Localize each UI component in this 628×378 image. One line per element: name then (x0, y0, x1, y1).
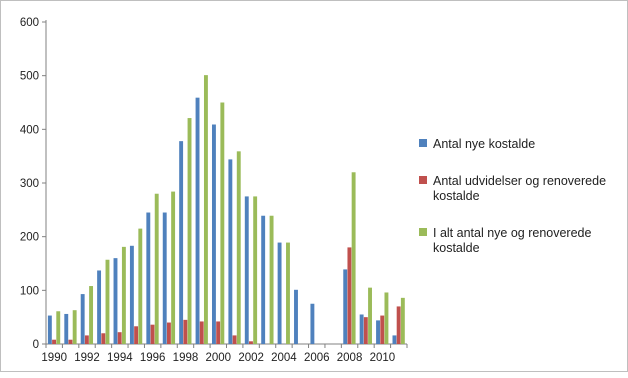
x-tick-label: 2010 (370, 352, 396, 364)
legend-swatch (419, 139, 427, 147)
bar-1-1997 (162, 212, 167, 344)
legend-item-3: I alt antal nye og renoverede kostalde (419, 226, 591, 255)
bar-1-2006 (310, 303, 315, 344)
bar-1-1999 (195, 97, 200, 344)
bar-3-2000 (220, 102, 225, 344)
legend-item-2: Antal udvidelser og renoverede kostalde (419, 174, 606, 203)
bar-2-2002 (249, 341, 253, 344)
x-tick-label: 2000 (205, 352, 231, 364)
y-tick-label: 600 (20, 17, 39, 29)
bar-2-1994 (117, 332, 122, 344)
y-tick-label: 100 (20, 285, 39, 297)
bar-1-2005 (294, 289, 298, 344)
bar-3-2004 (286, 242, 290, 344)
bar-3-2001 (236, 151, 241, 344)
y-tick-label: 0 (33, 339, 39, 351)
bar-2-1995 (134, 326, 139, 344)
bars (47, 75, 405, 345)
x-tick-label: 1994 (107, 352, 133, 364)
bar-2-2001 (232, 335, 237, 344)
x-tick-label: 1996 (140, 352, 166, 364)
bar-3-1999 (203, 75, 208, 344)
bar-3-1990 (56, 311, 61, 344)
bar-1-2009 (359, 314, 364, 344)
bar-3-2002 (253, 196, 258, 344)
bar-2-2011 (396, 306, 401, 344)
bar-2-1998 (183, 319, 188, 344)
y-tick-label: 400 (20, 124, 39, 136)
bar-1-1991 (64, 313, 69, 344)
bar-3-1993 (105, 259, 110, 344)
bar-1-1990 (47, 315, 52, 344)
bar-3-1995 (138, 228, 143, 344)
x-tick-label: 1992 (74, 352, 100, 364)
bar-2-1996 (150, 324, 155, 344)
bar-1-2001 (228, 159, 233, 344)
bar-2-1992 (84, 335, 89, 344)
bar-3-1998 (187, 118, 192, 345)
bar-3-1994 (121, 246, 126, 344)
legend-swatch (419, 176, 427, 184)
bar-3-2010 (384, 292, 389, 344)
y-tick-label: 500 (20, 71, 39, 83)
legend-swatch (419, 228, 427, 236)
x-tick-label: 2004 (271, 352, 297, 364)
bar-3-1997 (171, 191, 176, 344)
legend: Antal nye kostalde Antal udvidelser og re… (419, 137, 606, 255)
x-tick-label: 2002 (238, 352, 264, 364)
bar-1-1996 (146, 212, 151, 344)
bar-1-2008 (343, 269, 348, 344)
bar-2-2010 (380, 315, 385, 344)
bar-3-2009 (368, 287, 372, 344)
x-tick-label: 2006 (304, 352, 330, 364)
bar-2-1991 (68, 339, 73, 344)
bar-1-1998 (179, 141, 184, 344)
x-tick-label: 1998 (173, 352, 199, 364)
bar-3-1991 (72, 310, 77, 344)
bar-1-1994 (113, 258, 118, 344)
bar-1-2002 (244, 196, 249, 344)
legend-item-1: Antal nye kostalde (419, 137, 535, 151)
x-tick-label: 2008 (337, 352, 363, 364)
y-tick-label: 300 (20, 178, 39, 190)
bar-1-2000 (211, 124, 216, 345)
bar-2-1999 (199, 321, 204, 344)
bar-3-2008 (351, 172, 356, 344)
bar-1-2011 (392, 335, 397, 344)
legend-label: Antal udvidelser og renoverede kostalde (433, 174, 606, 203)
y-tick-label: 200 (20, 232, 39, 244)
bar-2-1990 (52, 339, 57, 344)
bar-1-2010 (376, 320, 380, 344)
x-tick-label: 1990 (41, 352, 67, 364)
bar-2-2000 (216, 321, 221, 344)
legend-label: I alt antal nye og renoverede kostalde (433, 226, 591, 255)
bar-1-1993 (97, 270, 102, 344)
bar-2-2008 (347, 247, 352, 344)
bar-3-1996 (154, 193, 159, 344)
bar-3-1992 (89, 286, 94, 344)
bar-2-1993 (101, 333, 106, 344)
bar-3-2011 (400, 297, 405, 344)
bar-2-2009 (363, 317, 368, 344)
bar-1-2003 (261, 215, 266, 344)
bar-1-1992 (80, 294, 85, 344)
bar-1-1995 (129, 245, 134, 344)
bar-2-1997 (166, 322, 171, 344)
bar-3-2003 (269, 215, 274, 344)
bar-1-2004 (277, 242, 282, 344)
legend-label: Antal nye kostalde (433, 137, 535, 151)
y-axis: 0 100 200 300 400 500 600 (20, 17, 47, 351)
